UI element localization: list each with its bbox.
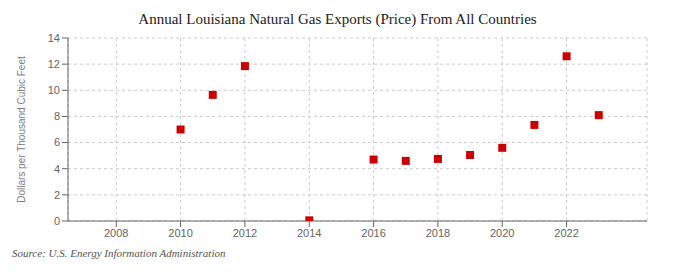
html-text:Annual Louisiana Natural Gas E: Annual Louisiana Natural Gas Exports (Pr… <box>138 11 537 27</box>
svg-text:2010: 2010 <box>168 227 192 239</box>
svg-text:14: 14 <box>48 32 60 44</box>
svg-text:2018: 2018 <box>426 227 450 239</box>
svg-text:Dollars per Thousand Cubic Fee: Dollars per Thousand Cubic Feet <box>16 56 27 203</box>
svg-text:10: 10 <box>48 84 60 96</box>
svg-text:2022: 2022 <box>554 227 578 239</box>
svg-text:6: 6 <box>54 136 60 148</box>
svg-text:2012: 2012 <box>233 227 257 239</box>
svg-text:2: 2 <box>54 189 60 201</box>
svg-text:2008: 2008 <box>104 227 128 239</box>
svg-text:12: 12 <box>48 58 60 70</box>
svg-text:8: 8 <box>54 110 60 122</box>
html-text:Source: U.S. Energy Informatio: Source: U.S. Energy Information Administ… <box>12 247 226 259</box>
svg-text:4: 4 <box>54 163 60 175</box>
svg-text:2014: 2014 <box>297 227 321 239</box>
svg-text:2016: 2016 <box>361 227 385 239</box>
svg-text:0: 0 <box>54 215 60 227</box>
svg-text:2020: 2020 <box>490 227 514 239</box>
